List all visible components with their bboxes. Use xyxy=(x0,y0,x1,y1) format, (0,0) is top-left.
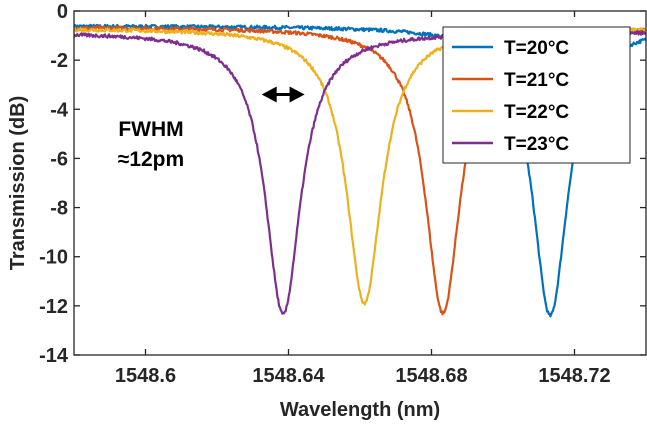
y-tick-label: -8 xyxy=(50,198,68,220)
fwhm-label: FWHM xyxy=(118,118,183,141)
y-tick-label: -2 xyxy=(50,50,68,72)
annotation-group: FWHM ≈12pm xyxy=(118,86,305,171)
legend-label-2: T=21°C xyxy=(504,70,569,91)
y-tick-label: -12 xyxy=(39,296,68,318)
x-tick-label: 1548.68 xyxy=(395,365,467,387)
y-tick-label: 0 xyxy=(57,1,68,23)
legend-label-1: T=20°C xyxy=(504,38,569,59)
x-tick-label: 1548.72 xyxy=(538,365,610,387)
y-tick-label: -10 xyxy=(39,247,68,269)
y-tick-label: -4 xyxy=(50,99,69,121)
legend-label-3: T=22°C xyxy=(504,102,569,123)
fwhm-arrow-head-left xyxy=(261,86,277,103)
x-tick-label: 1548.64 xyxy=(252,365,325,387)
axes: 1548.6 1548.64 1548.68 1548.72 0 -2 -4 -6 -8 -10 -… xyxy=(39,1,647,387)
legend-box xyxy=(442,26,631,164)
fwhm-value: ≈12pm xyxy=(118,148,184,171)
axes-frame xyxy=(73,10,647,356)
fwhm-arrow-head-right xyxy=(289,86,305,103)
x-tick-label: 1548.6 xyxy=(115,365,176,387)
x-axis-label: Wavelength (nm) xyxy=(280,399,440,421)
legend-label-4: T=23°C xyxy=(504,134,569,155)
y-tick-label: -6 xyxy=(50,148,68,170)
y-tick-label: -14 xyxy=(39,345,69,367)
legend: T=20°C T=21°C T=22°C T=23°C xyxy=(442,26,631,164)
series-line-1 xyxy=(74,23,646,318)
y-axis-label: Transmission (dB) xyxy=(7,96,29,270)
